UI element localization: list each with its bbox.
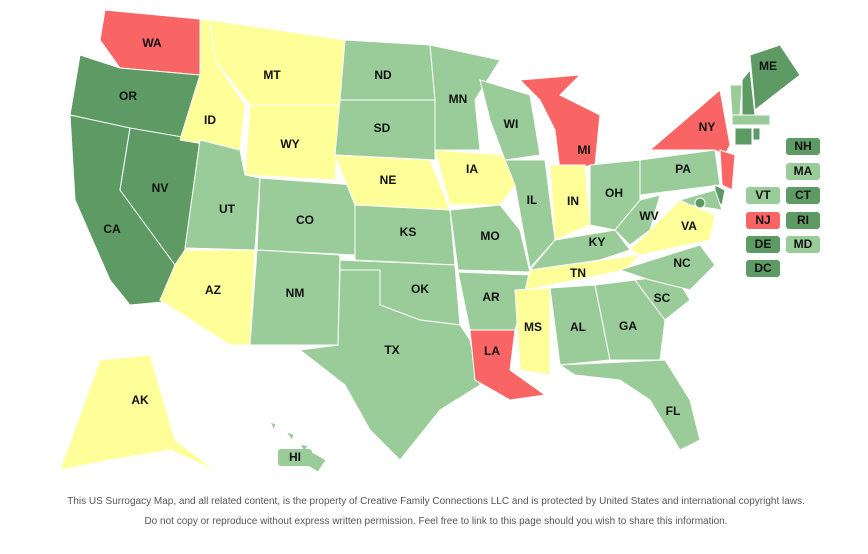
state-label: IN: [567, 194, 579, 208]
state-shape: [449, 204, 531, 273]
state-label: ME: [759, 59, 777, 73]
state-label: CO: [296, 213, 314, 227]
state-shape: [614, 194, 661, 246]
callout-label: DE: [755, 237, 772, 251]
state-label: AR: [482, 290, 500, 304]
footer-line: Do not copy or reproduce without express…: [144, 516, 727, 527]
state-label: NC: [673, 256, 691, 270]
state-label: IL: [527, 193, 538, 207]
state-label: AL: [570, 320, 586, 334]
state-label: LA: [484, 344, 500, 358]
state-label: MS: [524, 320, 542, 334]
state-shape: [528, 229, 631, 271]
state-label: KY: [589, 235, 606, 249]
state-label: WI: [504, 117, 519, 131]
callout-label: DC: [754, 261, 772, 275]
state-shape: [694, 197, 706, 209]
state-label: PA: [675, 162, 691, 176]
state-shape: [518, 74, 601, 171]
callout-label: CT: [795, 188, 812, 202]
state-label: MI: [577, 143, 590, 157]
state-label: OR: [119, 89, 137, 103]
state-shape: [618, 244, 716, 291]
state-label: SD: [374, 121, 391, 135]
state-shape: [734, 127, 753, 146]
state-shape: [594, 279, 666, 361]
callout-box: [746, 187, 780, 204]
state-shape: [284, 431, 295, 442]
state-label: IA: [466, 162, 478, 176]
state-label: UT: [219, 202, 236, 216]
state-label: TX: [384, 343, 399, 357]
state-shape: [648, 89, 731, 156]
callout-label: VT: [755, 188, 771, 202]
state-shape: [731, 114, 771, 126]
state-label: OH: [605, 186, 623, 200]
state-label: KS: [400, 225, 417, 239]
state-label: ND: [374, 68, 392, 82]
state-shape: [269, 421, 277, 432]
state-label: MO: [480, 229, 499, 243]
state-shape: [639, 149, 721, 196]
callout-label: MA: [794, 164, 813, 178]
state-label: TN: [570, 266, 586, 280]
state-shape: [434, 149, 516, 206]
state-shape: [429, 44, 501, 151]
state-label: ID: [204, 113, 216, 127]
states: WA OR CA NV ID MT WY UT AZ CO NM ND SD NE KS OK TX MN IA MO…: [59, 9, 820, 473]
state-label: AZ: [205, 283, 221, 297]
callout-box: [786, 187, 820, 204]
state-shape: [479, 79, 541, 161]
state-shape: [729, 84, 743, 116]
callout-box: [786, 163, 820, 180]
callout-box: [746, 260, 780, 277]
state-shape: [244, 104, 341, 181]
state-label: WA: [142, 36, 162, 50]
callout-box: [278, 449, 312, 466]
callout-label: MD: [794, 237, 813, 251]
state-shape: [334, 99, 436, 161]
state-label: SC: [654, 291, 671, 305]
state-label: MT: [263, 68, 281, 82]
state-label: WV: [639, 209, 658, 223]
state-shape: [558, 359, 701, 451]
callout-label: NJ: [755, 213, 770, 227]
callout-label: RI: [797, 213, 809, 227]
state-shape: [749, 44, 801, 111]
callout-label: HI: [289, 450, 301, 464]
callout-box: [786, 236, 820, 253]
state-label: OK: [411, 282, 429, 296]
callout-box: [746, 212, 780, 229]
state-shape: [298, 269, 481, 461]
state-label: NV: [152, 181, 169, 195]
state-shape: [719, 149, 736, 191]
state-shape: [629, 199, 716, 256]
state-label: NM: [286, 286, 305, 300]
footer-line: This US Surrogacy Map, and all related c…: [67, 496, 805, 507]
state-label: CA: [103, 222, 121, 236]
callout-label: NH: [794, 139, 811, 153]
state-shape: [59, 354, 216, 471]
callout-box: [746, 236, 780, 253]
callout-box: [786, 138, 820, 155]
state-shape: [469, 329, 547, 401]
callout-box: [786, 212, 820, 229]
state-shape: [504, 159, 556, 270]
state-label: WY: [280, 137, 299, 151]
state-shape: [514, 287, 551, 376]
state-label: VA: [681, 219, 697, 233]
state-label: NE: [380, 173, 397, 187]
state-label: AK: [131, 393, 149, 407]
state-shape: [752, 127, 761, 141]
state-label: MN: [449, 92, 468, 106]
state-label: GA: [619, 319, 637, 333]
state-shape: [159, 249, 256, 346]
state-label: NY: [699, 120, 716, 134]
state-label: FL: [666, 404, 681, 418]
